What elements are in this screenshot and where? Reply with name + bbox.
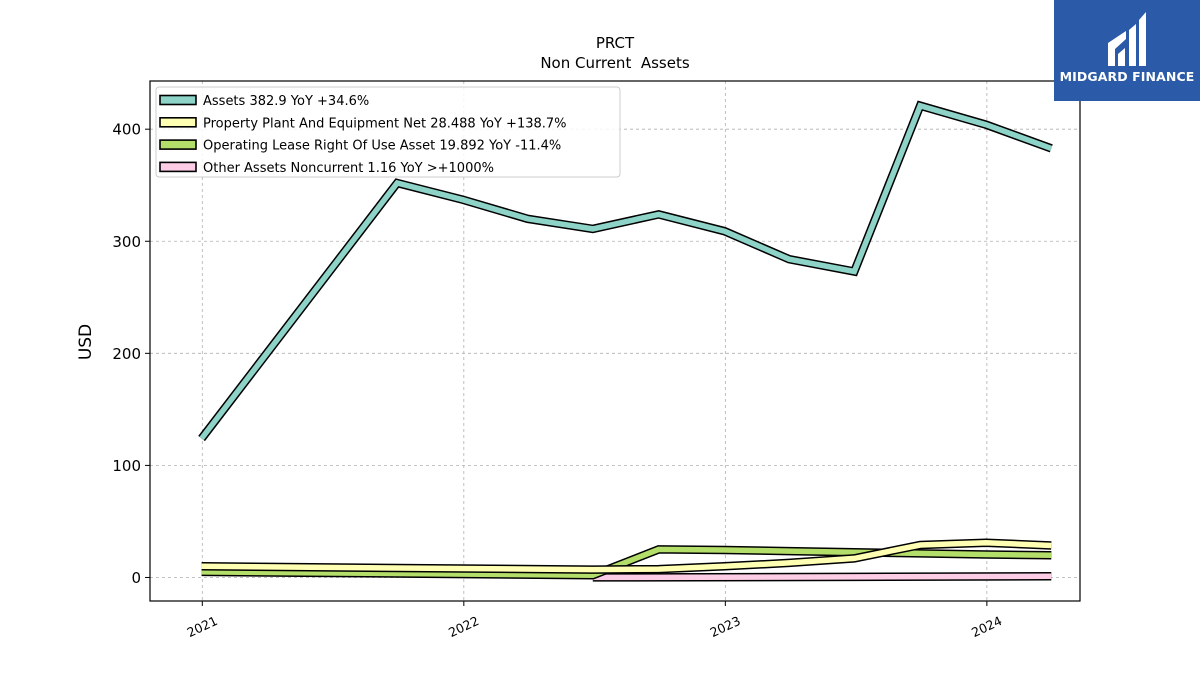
series-line <box>199 102 1053 441</box>
series-line <box>592 573 1052 581</box>
legend: Assets 382.9 YoY +34.6% Property Plant An… <box>155 86 621 178</box>
legend-box <box>155 86 621 178</box>
legend-label: Operating Lease Right Of Use Asset 19.89… <box>203 139 561 154</box>
legend-swatch <box>159 139 197 150</box>
plot-frame <box>149 80 1081 602</box>
legend-label: Property Plant And Equipment Net 28.488 … <box>203 116 567 131</box>
legend-swatch <box>159 117 197 128</box>
y-tick-label: 300 <box>112 233 141 251</box>
series-line <box>201 539 1052 573</box>
brand-logo: MIDGARD FINANCE <box>1054 0 1200 101</box>
legend-label: Assets 382.9 YoY +34.6% <box>203 94 369 109</box>
y-tick-label: 100 <box>112 457 141 475</box>
x-tick-label: 2023 <box>708 613 743 640</box>
chart-title: PRCT <box>596 34 635 52</box>
brand-logo-text: MIDGARD FINANCE <box>1059 69 1195 84</box>
chart-subtitle: Non Current Assets <box>540 54 690 72</box>
x-tick-label: 2021 <box>185 613 220 640</box>
brand-logo-mark-icon <box>1108 12 1146 66</box>
legend-label: Other Assets Noncurrent 1.16 YoY >+1000% <box>203 161 494 176</box>
y-tick-label: 0 <box>131 569 141 587</box>
legend-swatch <box>159 94 197 106</box>
x-tick-label: 2024 <box>969 613 1004 640</box>
plot-lines <box>198 100 1053 582</box>
y-tick-label: 400 <box>112 121 141 139</box>
legend-swatch <box>159 161 197 173</box>
y-axis-label: USD <box>76 324 96 360</box>
y-tick-label: 200 <box>112 345 141 363</box>
x-tick-label: 2022 <box>446 613 481 640</box>
